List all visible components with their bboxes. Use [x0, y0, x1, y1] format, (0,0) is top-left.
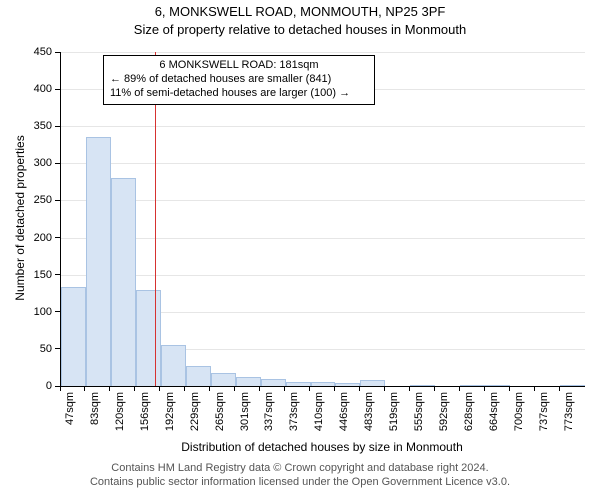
histogram-bar: [111, 178, 136, 386]
y-tick-label: 100: [34, 306, 52, 318]
annotation-line: 6 MONKSWELL ROAD: 181sqm: [110, 59, 368, 73]
y-tick-label: 150: [34, 269, 52, 281]
x-tick-label: 265sqm: [214, 392, 226, 431]
x-tick-label: 83sqm: [89, 392, 101, 425]
grid-line: [61, 275, 585, 276]
chart-title-subtitle: Size of property relative to detached ho…: [0, 22, 600, 38]
chart-container: { "layout": { "canvas_w": 600, "canvas_h…: [0, 0, 600, 500]
x-tick-label: 229sqm: [189, 392, 201, 431]
y-tick-label: 0: [46, 380, 52, 392]
histogram-bar: [335, 383, 360, 386]
x-axis-label: Distribution of detached houses by size …: [60, 440, 584, 454]
x-tick-label: 519sqm: [388, 392, 400, 431]
x-tick-label: 301sqm: [239, 392, 251, 431]
annotation-line: 11% of semi-detached houses are larger (…: [110, 87, 368, 101]
annotation-line: ← 89% of detached houses are smaller (84…: [110, 73, 368, 87]
x-tick-label: 156sqm: [139, 392, 151, 431]
histogram-bar: [410, 385, 435, 386]
histogram-bar: [136, 290, 161, 386]
histogram-bar: [311, 382, 336, 386]
chart-title-address: 6, MONKSWELL ROAD, MONMOUTH, NP25 3PF: [0, 4, 600, 20]
grid-line: [61, 163, 585, 164]
x-tick-label: 700sqm: [513, 392, 525, 431]
histogram-bar: [236, 377, 261, 386]
histogram-bar: [211, 373, 236, 386]
histogram-bar: [286, 382, 311, 386]
footer-line-2: Contains public sector information licen…: [0, 476, 600, 490]
histogram-bar: [485, 385, 510, 386]
footer-line-1: Contains HM Land Registry data © Crown c…: [0, 462, 600, 476]
x-tick-label: 47sqm: [64, 392, 76, 425]
x-tick-label: 737sqm: [538, 392, 550, 431]
histogram-bar: [161, 345, 186, 386]
x-tick-label: 192sqm: [164, 392, 176, 431]
x-tick-label: 628sqm: [463, 392, 475, 431]
y-tick-label: 200: [34, 232, 52, 244]
x-tick-label: 483sqm: [363, 392, 375, 431]
y-tick-label: 400: [34, 83, 52, 95]
histogram-bar: [61, 287, 86, 386]
histogram-bar: [86, 137, 111, 386]
x-tick-label: 410sqm: [313, 392, 325, 431]
y-tick-label: 450: [34, 46, 52, 58]
histogram-bar: [360, 380, 385, 386]
grid-line: [61, 238, 585, 239]
histogram-bar: [460, 385, 485, 386]
x-tick-label: 337sqm: [263, 392, 275, 431]
y-tick-label: 50: [40, 343, 52, 355]
x-tick-label: 446sqm: [338, 392, 350, 431]
x-tick-label: 592sqm: [438, 392, 450, 431]
grid-line: [61, 126, 585, 127]
y-axis-label: Number of detached properties: [13, 51, 27, 385]
y-tick-label: 250: [34, 194, 52, 206]
x-tick-label: 555sqm: [413, 392, 425, 431]
annotation-box: 6 MONKSWELL ROAD: 181sqm← 89% of detache…: [103, 55, 375, 105]
grid-line: [61, 200, 585, 201]
x-tick-label: 664sqm: [488, 392, 500, 431]
x-tick-label: 120sqm: [114, 392, 126, 431]
grid-line: [61, 52, 585, 53]
attribution-footer: Contains HM Land Registry data © Crown c…: [0, 462, 600, 490]
histogram-bar: [560, 385, 585, 386]
y-tick-label: 350: [34, 120, 52, 132]
x-tick-label: 373sqm: [288, 392, 300, 431]
histogram-bar: [186, 366, 211, 386]
y-tick-label: 300: [34, 157, 52, 169]
histogram-bar: [261, 379, 286, 386]
x-tick-label: 773sqm: [563, 392, 575, 431]
